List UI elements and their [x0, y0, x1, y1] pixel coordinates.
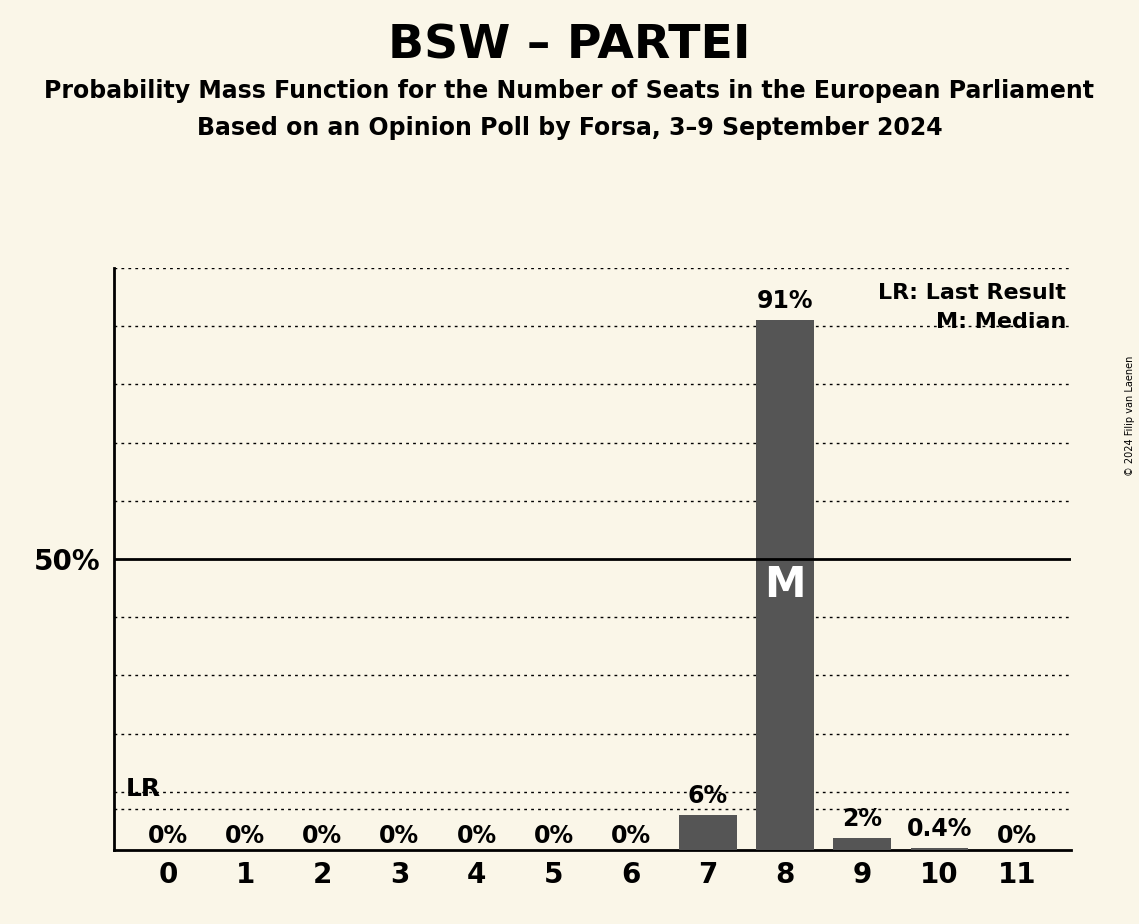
Text: Based on an Opinion Poll by Forsa, 3–9 September 2024: Based on an Opinion Poll by Forsa, 3–9 S…	[197, 116, 942, 140]
Text: 0%: 0%	[534, 824, 574, 847]
Text: 0%: 0%	[457, 824, 497, 847]
Text: 0%: 0%	[379, 824, 419, 847]
Text: BSW – PARTEI: BSW – PARTEI	[388, 23, 751, 68]
Bar	[834, 838, 891, 850]
Text: 91%: 91%	[757, 289, 813, 313]
Text: LR: Last Result: LR: Last Result	[878, 283, 1066, 302]
Text: 0.4%: 0.4%	[907, 817, 973, 841]
Text: Probability Mass Function for the Number of Seats in the European Parliament: Probability Mass Function for the Number…	[44, 79, 1095, 103]
Text: 0%: 0%	[997, 824, 1036, 847]
Text: 2%: 2%	[843, 808, 883, 832]
Text: M: Median: M: Median	[935, 311, 1066, 332]
Text: 6%: 6%	[688, 784, 728, 808]
Bar	[910, 847, 968, 850]
Text: M: M	[764, 565, 806, 606]
Text: 0%: 0%	[148, 824, 188, 847]
Text: 0%: 0%	[226, 824, 265, 847]
Text: LR: LR	[125, 776, 161, 800]
Text: © 2024 Filip van Laenen: © 2024 Filip van Laenen	[1125, 356, 1134, 476]
Bar	[679, 815, 737, 850]
Text: 0%: 0%	[611, 824, 650, 847]
Text: 0%: 0%	[302, 824, 343, 847]
Bar	[756, 321, 814, 850]
